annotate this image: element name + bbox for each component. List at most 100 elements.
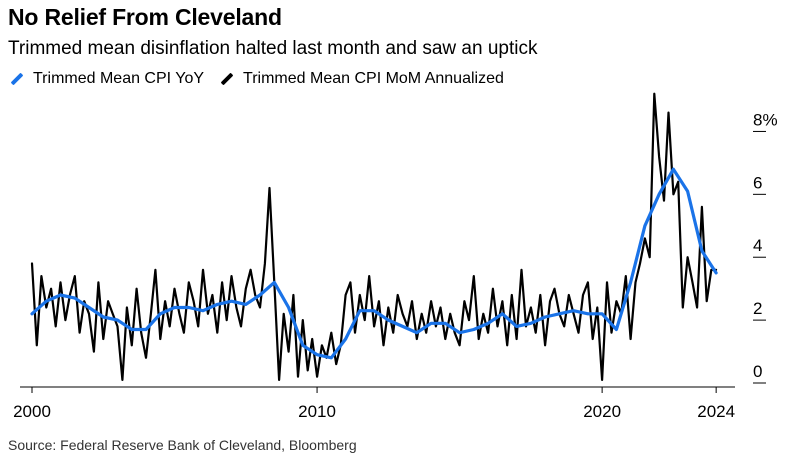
data-point-mom — [240, 326, 242, 328]
data-point-yoy — [131, 329, 133, 331]
data-point-mom — [449, 313, 451, 315]
data-point-yoy — [359, 310, 361, 312]
data-point-mom — [616, 300, 618, 302]
data-point-yoy — [516, 326, 518, 328]
data-point-mom — [278, 379, 280, 381]
data-point-mom — [254, 294, 256, 296]
data-point-yoy — [373, 310, 375, 312]
data-point-mom — [136, 288, 138, 290]
data-point-yoy — [544, 316, 546, 318]
data-point-mom — [535, 332, 537, 334]
data-point-mom — [397, 294, 399, 296]
data-point-yoy — [331, 357, 333, 359]
data-point-yoy — [302, 345, 304, 347]
data-point-mom — [55, 326, 57, 328]
data-point-yoy — [430, 323, 432, 325]
y-tick-label: 6 — [753, 173, 762, 192]
data-point-mom — [611, 332, 613, 334]
data-point-yoy — [701, 250, 703, 252]
data-point-mom — [359, 294, 361, 296]
data-point-mom — [540, 294, 542, 296]
data-point-mom — [226, 319, 228, 321]
data-point-yoy — [217, 304, 219, 306]
x-tick-label: 2000 — [13, 402, 51, 421]
data-point-yoy — [473, 329, 475, 331]
data-point-yoy — [644, 225, 646, 227]
data-point-mom — [368, 275, 370, 277]
data-point-mom — [701, 206, 703, 208]
data-point-mom — [378, 300, 380, 302]
data-point-mom — [506, 345, 508, 347]
x-tick-label: 2024 — [697, 402, 735, 421]
data-point-mom — [50, 288, 52, 290]
data-point-yoy — [117, 319, 119, 321]
data-point-mom — [46, 307, 48, 309]
data-point-mom — [36, 345, 38, 347]
data-point-mom — [221, 282, 223, 284]
data-point-mom — [383, 345, 385, 347]
data-point-mom — [630, 338, 632, 340]
data-point-mom — [478, 338, 480, 340]
data-point-mom — [164, 300, 166, 302]
data-point-yoy — [288, 307, 290, 309]
data-point-mom — [145, 357, 147, 359]
data-point-mom — [549, 300, 551, 302]
legend-item-yoy: Trimmed Mean CPI YoY — [8, 70, 204, 88]
data-point-mom — [112, 313, 114, 315]
data-point-mom — [658, 156, 660, 158]
data-point-mom — [217, 332, 219, 334]
data-point-mom — [625, 275, 627, 277]
chart-subtitle: Trimmed mean disinflation halted last mo… — [8, 38, 538, 59]
data-point-mom — [107, 300, 109, 302]
data-point-mom — [122, 379, 124, 381]
x-tick-label: 2010 — [298, 402, 336, 421]
data-point-mom — [302, 319, 304, 321]
data-point-mom — [373, 326, 375, 328]
data-point-mom — [668, 112, 670, 114]
data-point-mom — [316, 376, 318, 378]
data-point-yoy — [345, 338, 347, 340]
data-point-mom — [445, 338, 447, 340]
data-point-mom — [677, 181, 679, 183]
data-point-mom — [544, 345, 546, 347]
data-point-mom — [649, 256, 651, 258]
data-point-yoy — [245, 304, 247, 306]
data-point-mom — [468, 319, 470, 321]
data-point-mom — [521, 269, 523, 271]
data-point-mom — [492, 288, 494, 290]
data-point-yoy — [658, 194, 660, 196]
data-point-mom — [483, 313, 485, 315]
data-point-mom — [331, 332, 333, 334]
data-point-yoy — [88, 307, 90, 309]
data-point-yoy — [202, 310, 204, 312]
data-point-mom — [88, 313, 90, 315]
y-tick-label: 2 — [753, 299, 762, 318]
data-point-mom — [126, 307, 128, 309]
data-point-mom — [174, 288, 176, 290]
y-tick-label: 0 — [753, 362, 762, 381]
data-point-mom — [160, 338, 162, 340]
data-point-mom — [687, 256, 689, 258]
data-point-mom — [502, 300, 504, 302]
data-point-mom — [402, 313, 404, 315]
series-line-mom — [30, 92, 718, 381]
data-point-yoy — [145, 329, 147, 331]
data-point-mom — [183, 332, 185, 334]
data-point-mom — [388, 307, 390, 309]
data-point-mom — [345, 294, 347, 296]
data-point-mom — [335, 363, 337, 365]
data-point-mom — [350, 282, 352, 284]
data-point-mom — [207, 313, 209, 315]
data-point-mom — [212, 294, 214, 296]
data-point-mom — [692, 282, 694, 284]
data-point-mom — [578, 332, 580, 334]
data-point-mom — [473, 275, 475, 277]
data-point-mom — [597, 307, 599, 309]
data-point-mom — [41, 275, 43, 277]
data-point-mom — [606, 282, 608, 284]
data-point-mom — [65, 319, 67, 321]
data-point-mom — [511, 294, 513, 296]
data-point-mom — [321, 345, 323, 347]
data-point-yoy — [388, 319, 390, 321]
